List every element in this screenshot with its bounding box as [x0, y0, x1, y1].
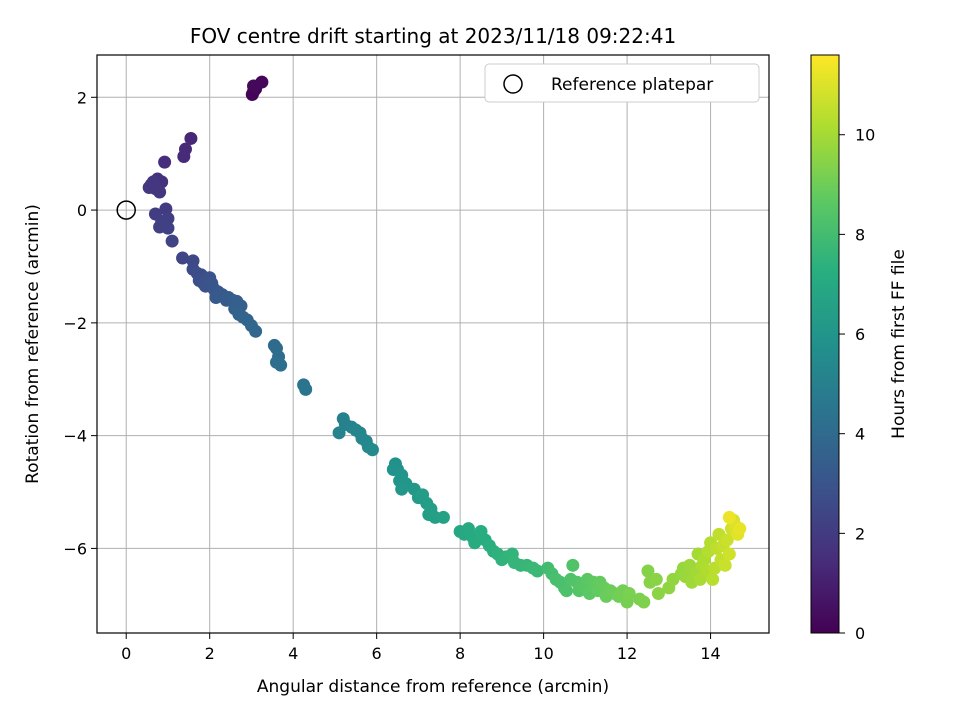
colorbar-tick-label: 8 [855, 225, 865, 244]
data-point [395, 482, 409, 496]
data-point [184, 131, 198, 145]
data-point [566, 558, 580, 572]
x-axis-ticks: 0 2 4 6 8 10 12 14 [121, 633, 721, 663]
data-point [722, 547, 736, 561]
data-point [622, 587, 636, 601]
data-point [176, 251, 190, 265]
legend-marker [503, 74, 523, 94]
data-point [158, 155, 172, 169]
legend-entry-reference: Reference platepar [551, 75, 713, 95]
x-tick-label: 4 [288, 644, 298, 663]
x-tick-label: 14 [700, 644, 720, 663]
colorbar-ticks: 0 2 4 6 8 10 [839, 126, 875, 643]
data-point [733, 522, 747, 536]
colorbar-tick-label: 10 [855, 126, 875, 145]
y-tick-label: 0 [77, 201, 87, 220]
data-point [332, 426, 346, 440]
data-point [649, 572, 663, 586]
data-point [146, 175, 160, 189]
chart-title: FOV centre drift starting at 2023/11/18 … [190, 24, 676, 48]
reference-marker [116, 200, 136, 220]
scatter-points [142, 75, 747, 609]
y-tick-label: −4 [63, 427, 87, 446]
y-tick-label: −2 [63, 314, 87, 333]
data-point [436, 510, 450, 524]
colorbar [810, 54, 840, 634]
data-point [468, 536, 482, 550]
data-point [706, 572, 720, 586]
data-point [209, 290, 223, 304]
y-axis-label: Rotation from reference (arcmin) [23, 204, 43, 484]
x-tick-label: 2 [205, 644, 215, 663]
y-tick-label: −6 [63, 539, 87, 558]
data-point [637, 595, 651, 609]
data-point [299, 382, 313, 396]
y-axis-ticks: −6 −4 −2 0 2 [63, 88, 97, 558]
data-point [720, 533, 734, 547]
legend: Reference platepar [484, 63, 760, 103]
data-point [641, 564, 655, 578]
x-tick-label: 0 [121, 644, 131, 663]
x-tick-label: 10 [533, 644, 553, 663]
data-point [718, 558, 732, 572]
plot-frame [96, 54, 770, 634]
colorbar-tick-label: 2 [855, 524, 865, 543]
x-tick-label: 12 [617, 644, 637, 663]
data-point [177, 150, 191, 164]
data-point [651, 587, 665, 601]
x-tick-label: 6 [372, 644, 382, 663]
data-point [274, 358, 288, 372]
data-point [722, 510, 736, 524]
grid [97, 55, 769, 633]
x-tick-label: 8 [455, 644, 465, 663]
colorbar-label: Hours from first FF file [889, 249, 909, 439]
colorbar-tick-label: 4 [855, 425, 865, 444]
y-tick-label: 2 [77, 88, 87, 107]
data-point [153, 185, 167, 199]
data-point [560, 584, 574, 598]
data-point [249, 324, 263, 338]
data-point [161, 221, 175, 235]
legend-box [484, 63, 760, 103]
colorbar-tick-label: 6 [855, 325, 865, 344]
data-point [165, 234, 179, 248]
colorbar-tick-label: 0 [855, 624, 865, 643]
data-point [247, 79, 261, 93]
data-point [365, 443, 379, 457]
data-point [530, 564, 544, 578]
x-axis-label: Angular distance from reference (arcmin) [257, 677, 609, 697]
